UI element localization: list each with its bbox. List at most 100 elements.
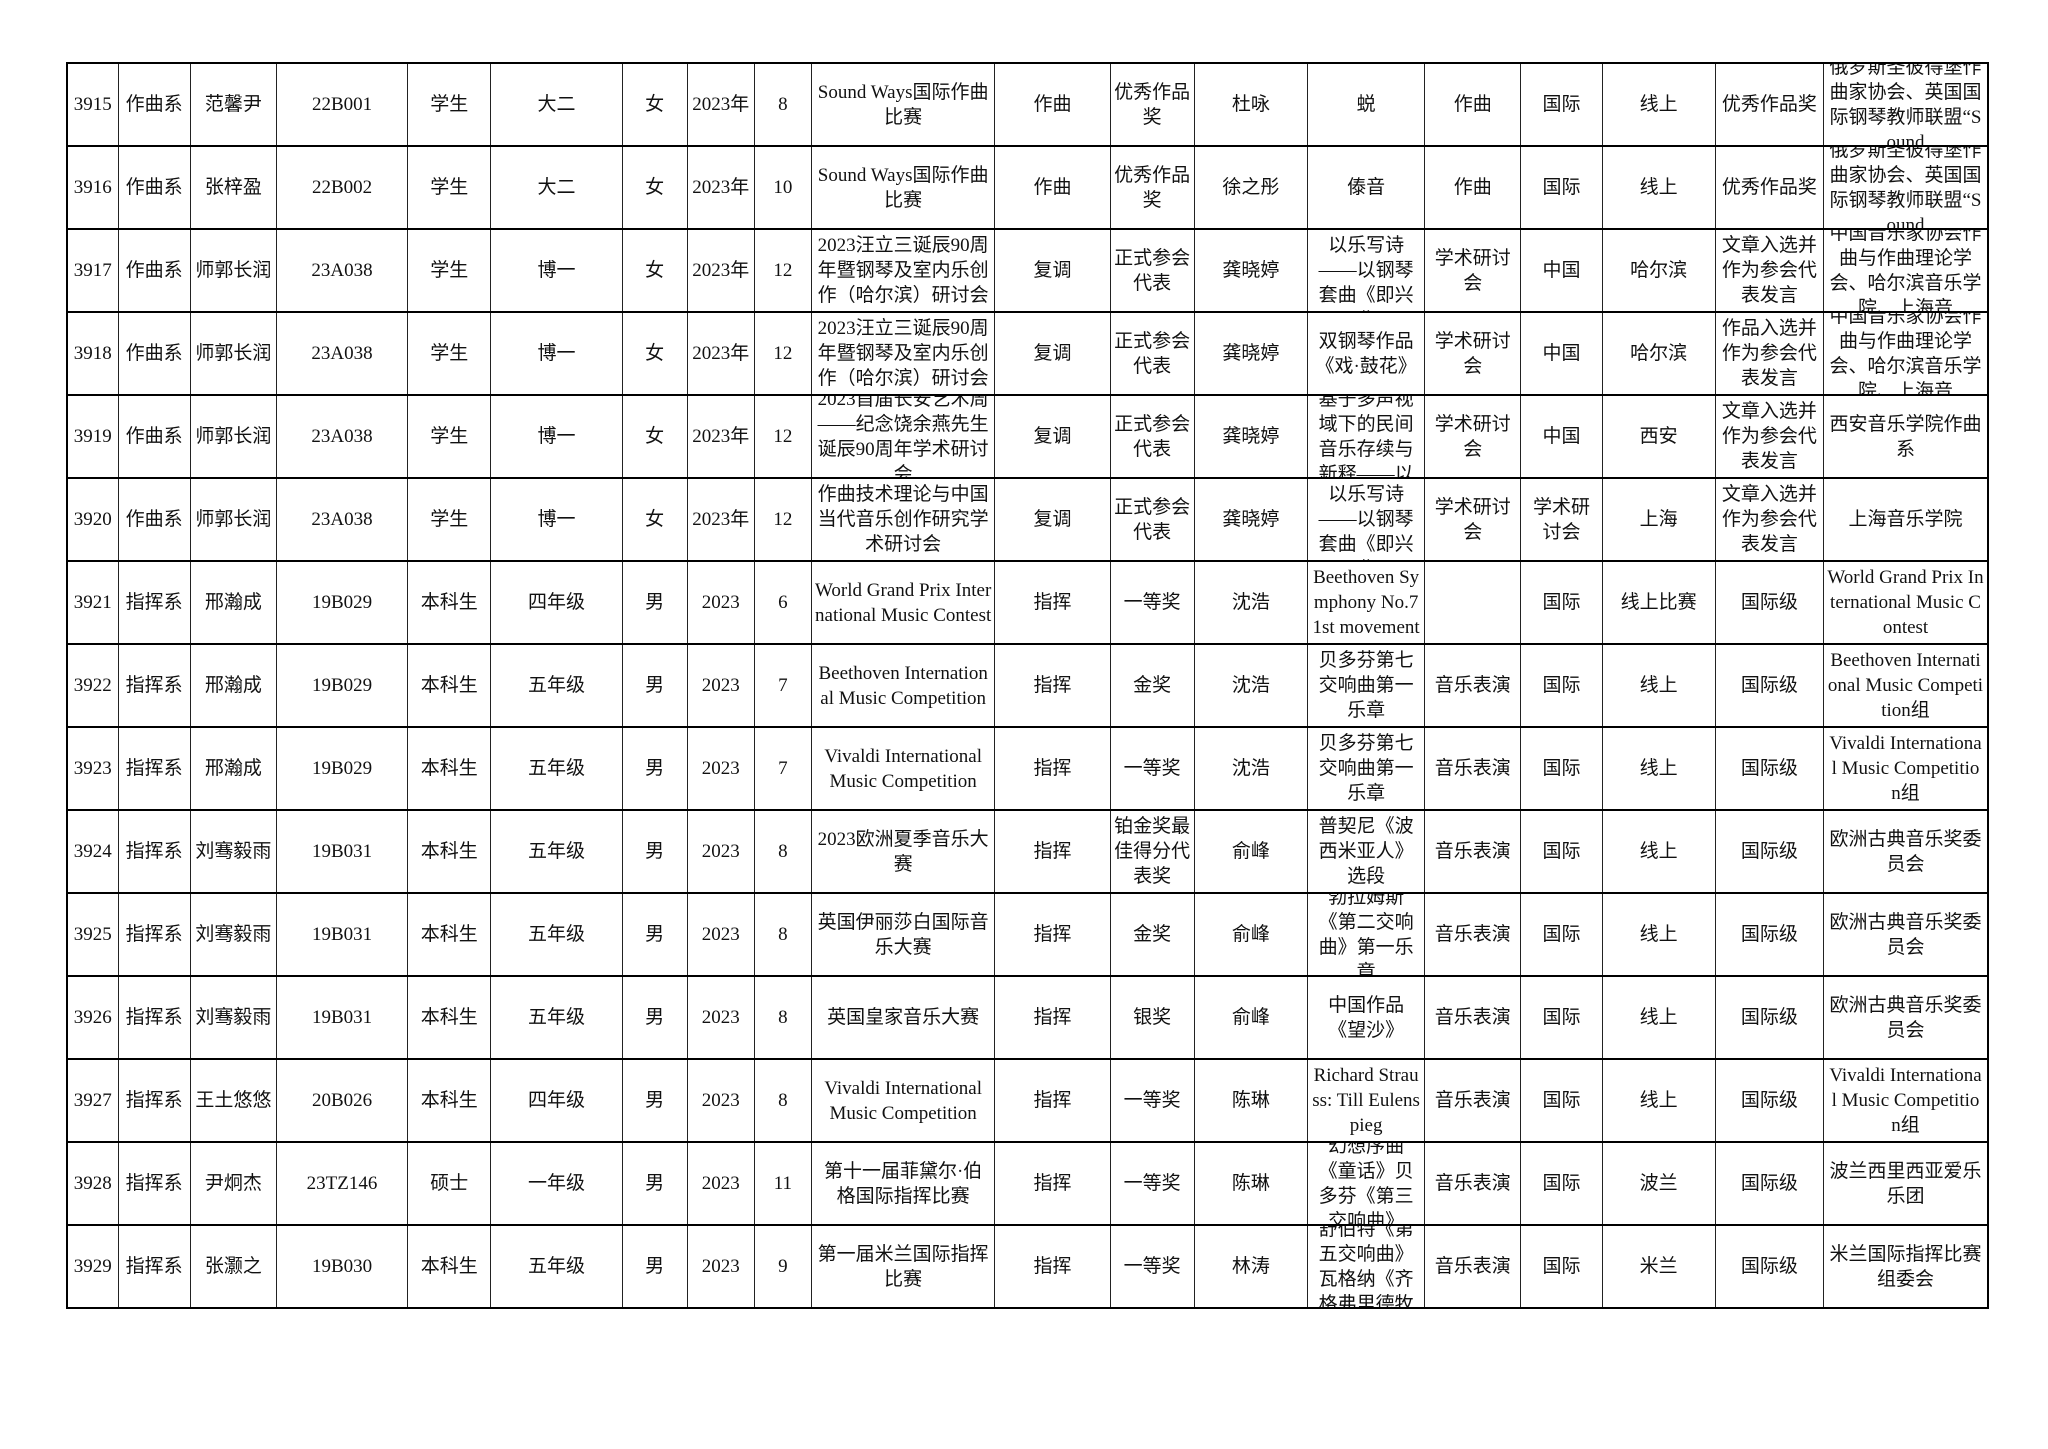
cell-scope[interactable]: 国际 (1520, 1141, 1603, 1226)
cell-serial-number[interactable]: 3916 (66, 145, 119, 230)
cell-event-name[interactable]: Vivaldi International Music Competition (810, 726, 996, 811)
cell-discipline[interactable]: 作曲 (994, 145, 1111, 230)
cell-advisor[interactable]: 陈琳 (1193, 1058, 1308, 1143)
cell-location[interactable]: 哈尔滨 (1601, 311, 1716, 396)
cell-department[interactable]: 作曲系 (117, 228, 191, 313)
cell-category[interactable]: 音乐表演 (1424, 975, 1522, 1060)
cell-student-name[interactable]: 王土悠悠 (189, 1058, 277, 1143)
cell-student-name[interactable]: 刘骞毅雨 (189, 809, 277, 894)
cell-category[interactable]: 学术研讨会 (1424, 228, 1522, 313)
cell-location[interactable]: 线上 (1601, 892, 1716, 977)
cell-location[interactable]: 波兰 (1601, 1141, 1716, 1226)
cell-award[interactable]: 优秀作品奖 (1109, 62, 1195, 147)
cell-department[interactable]: 作曲系 (117, 311, 191, 396)
cell-work-title[interactable]: 贝多芬第七交响曲第一乐章 (1306, 726, 1426, 811)
cell-month[interactable]: 12 (753, 394, 812, 479)
cell-work-title[interactable]: 幻想序曲《童话》贝多芬《第三交响曲》 (1306, 1141, 1426, 1226)
cell-student-type[interactable]: 学生 (407, 145, 492, 230)
cell-event-name[interactable]: 第十一届菲黛尔·伯格国际指挥比赛 (810, 1141, 996, 1226)
cell-student-type[interactable]: 学生 (407, 228, 492, 313)
cell-serial-number[interactable]: 3922 (66, 643, 119, 728)
cell-gender[interactable]: 男 (621, 809, 688, 894)
cell-scope[interactable]: 国际 (1520, 809, 1603, 894)
cell-work-title[interactable]: 勃拉姆斯《第二交响曲》第一乐章 (1306, 892, 1426, 977)
cell-student-type[interactable]: 本科生 (407, 726, 492, 811)
cell-year[interactable]: 2023年 (686, 311, 755, 396)
cell-level[interactable]: 文章入选并作为参会代表发言 (1714, 228, 1825, 313)
cell-event-name[interactable]: Sound Ways国际作曲比赛 (810, 62, 996, 147)
cell-month[interactable]: 8 (753, 892, 812, 977)
cell-category[interactable]: 音乐表演 (1424, 726, 1522, 811)
cell-student-type[interactable]: 本科生 (407, 975, 492, 1060)
cell-category[interactable]: 学术研讨会 (1424, 311, 1522, 396)
cell-month[interactable]: 9 (753, 1224, 812, 1309)
cell-department[interactable]: 作曲系 (117, 145, 191, 230)
cell-advisor[interactable]: 龚晓婷 (1193, 477, 1308, 562)
cell-scope[interactable]: 学术研讨会 (1520, 477, 1603, 562)
cell-level[interactable]: 国际级 (1714, 975, 1825, 1060)
cell-department[interactable]: 指挥系 (117, 1141, 191, 1226)
cell-organizer[interactable]: 欧洲古典音乐奖委员会 (1823, 892, 1989, 977)
cell-gender[interactable]: 女 (621, 228, 688, 313)
cell-department[interactable]: 指挥系 (117, 1058, 191, 1143)
cell-scope[interactable]: 国际 (1520, 1224, 1603, 1309)
cell-work-title[interactable]: 蜕 (1306, 62, 1426, 147)
cell-month[interactable]: 8 (753, 809, 812, 894)
cell-level[interactable]: 文章入选并作为参会代表发言 (1714, 477, 1825, 562)
cell-advisor[interactable]: 沈浩 (1193, 560, 1308, 645)
cell-department[interactable]: 作曲系 (117, 477, 191, 562)
cell-work-title[interactable]: 双钢琴作品《戏·鼓花》 (1306, 311, 1426, 396)
cell-award[interactable]: 正式参会代表 (1109, 311, 1195, 396)
cell-student-type[interactable]: 本科生 (407, 643, 492, 728)
cell-discipline[interactable]: 指挥 (994, 726, 1111, 811)
cell-advisor[interactable]: 龚晓婷 (1193, 228, 1308, 313)
cell-discipline[interactable]: 复调 (994, 311, 1111, 396)
cell-level[interactable]: 国际级 (1714, 726, 1825, 811)
cell-year[interactable]: 2023 (686, 975, 755, 1060)
cell-grade[interactable]: 博一 (490, 477, 623, 562)
cell-grade[interactable]: 一年级 (490, 1141, 623, 1226)
cell-serial-number[interactable]: 3927 (66, 1058, 119, 1143)
cell-event-name[interactable]: 2023汪立三诞辰90周年暨钢琴及室内乐创作（哈尔滨）研讨会 (810, 228, 996, 313)
cell-location[interactable]: 线上 (1601, 975, 1716, 1060)
cell-scope[interactable]: 国际 (1520, 560, 1603, 645)
cell-year[interactable]: 2023 (686, 1058, 755, 1143)
cell-discipline[interactable]: 作曲 (994, 62, 1111, 147)
cell-serial-number[interactable]: 3924 (66, 809, 119, 894)
cell-level[interactable]: 优秀作品奖 (1714, 145, 1825, 230)
cell-location[interactable]: 米兰 (1601, 1224, 1716, 1309)
cell-grade[interactable]: 博一 (490, 228, 623, 313)
cell-discipline[interactable]: 复调 (994, 477, 1111, 562)
cell-gender[interactable]: 男 (621, 1141, 688, 1226)
cell-discipline[interactable]: 指挥 (994, 1141, 1111, 1226)
cell-advisor[interactable]: 杜咏 (1193, 62, 1308, 147)
cell-advisor[interactable]: 徐之彤 (1193, 145, 1308, 230)
cell-level[interactable]: 作品入选并作为参会代表发言 (1714, 311, 1825, 396)
cell-award[interactable]: 银奖 (1109, 975, 1195, 1060)
cell-organizer[interactable]: 西安音乐学院作曲系 (1823, 394, 1989, 479)
cell-category[interactable]: 音乐表演 (1424, 1224, 1522, 1309)
cell-advisor[interactable]: 沈浩 (1193, 643, 1308, 728)
cell-organizer[interactable]: 欧洲古典音乐奖委员会 (1823, 809, 1989, 894)
cell-advisor[interactable]: 俞峰 (1193, 975, 1308, 1060)
cell-student-id[interactable]: 22B001 (275, 62, 409, 147)
cell-year[interactable]: 2023 (686, 726, 755, 811)
cell-gender[interactable]: 男 (621, 643, 688, 728)
cell-award[interactable]: 正式参会代表 (1109, 394, 1195, 479)
cell-month[interactable]: 12 (753, 228, 812, 313)
cell-serial-number[interactable]: 3925 (66, 892, 119, 977)
cell-award[interactable]: 一等奖 (1109, 1141, 1195, 1226)
cell-location[interactable]: 线上 (1601, 62, 1716, 147)
cell-serial-number[interactable]: 3926 (66, 975, 119, 1060)
cell-work-title[interactable]: 舒伯特《第五交响曲》瓦格纳《齐格弗里德牧 (1306, 1224, 1426, 1309)
cell-gender[interactable]: 男 (621, 892, 688, 977)
cell-award[interactable]: 铂金奖最佳得分代表奖 (1109, 809, 1195, 894)
cell-student-type[interactable]: 学生 (407, 62, 492, 147)
cell-month[interactable]: 12 (753, 477, 812, 562)
cell-scope[interactable]: 国际 (1520, 892, 1603, 977)
cell-grade[interactable]: 四年级 (490, 560, 623, 645)
cell-event-name[interactable]: 英国皇家音乐大赛 (810, 975, 996, 1060)
cell-category[interactable]: 音乐表演 (1424, 1058, 1522, 1143)
cell-grade[interactable]: 四年级 (490, 1058, 623, 1143)
cell-category[interactable]: 作曲 (1424, 145, 1522, 230)
